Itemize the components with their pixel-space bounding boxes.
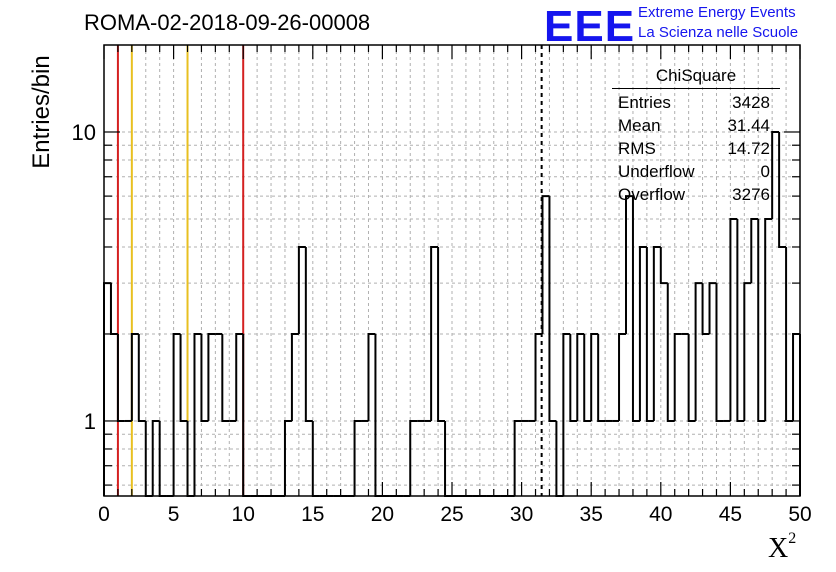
histogram-bin (694, 282, 703, 421)
histogram-bin (548, 196, 557, 422)
histogram-bin (437, 246, 446, 422)
histogram-bin (562, 332, 571, 496)
histogram-bin (729, 217, 738, 421)
histogram-bin (701, 283, 710, 335)
stats-label: Mean (618, 116, 661, 135)
stats-label: Underflow (618, 162, 695, 181)
stats-label: Overflow (618, 185, 686, 204)
x-axis-label-sup: 2 (788, 529, 797, 547)
histogram-bin (645, 246, 654, 422)
histogram-bin (673, 332, 682, 421)
stats-label: RMS (618, 139, 656, 158)
stats-title: ChiSquare (612, 66, 780, 89)
logo-line-1: Extreme Energy Events (638, 4, 796, 21)
stats-row-overflow: Overflow 3276 (612, 183, 780, 206)
histogram-bin (638, 245, 647, 421)
stats-box: ChiSquare Entries 3428 Mean 31.44 RMS 14.72… (612, 66, 780, 206)
stats-value: 31.44 (727, 116, 770, 135)
x-axis-label: X2 (768, 529, 797, 565)
y-tick-label: 1 (84, 409, 96, 434)
x-tick-label: 20 (371, 503, 394, 526)
histogram-bin (130, 332, 139, 421)
x-axis-label-text: X (768, 533, 789, 564)
stats-value: 14.72 (727, 139, 770, 158)
histogram-bin (207, 332, 216, 421)
x-tick-label: 40 (649, 503, 672, 526)
histogram-bin (534, 332, 543, 421)
x-tick-label: 0 (98, 503, 110, 526)
histogram-bin (137, 333, 146, 422)
stats-row-mean: Mean 31.44 (612, 114, 780, 137)
histogram-bin (597, 333, 606, 422)
histogram-bin (541, 195, 550, 334)
histogram-bin (367, 332, 376, 421)
x-tick-label: 35 (580, 503, 603, 526)
x-tick-label: 50 (788, 503, 811, 526)
histogram-bin (666, 283, 675, 422)
histogram-bin (576, 332, 585, 421)
histogram-bin (631, 196, 640, 422)
x-tick-label: 5 (168, 503, 180, 526)
stats-row-rms: RMS 14.72 (612, 137, 780, 160)
y-axis-label: Entries/bin (28, 55, 55, 169)
logo-line-2: La Scienza nelle Scuole (638, 24, 799, 41)
stats-row-underflow: Underflow 0 (612, 160, 780, 183)
histogram-bin (221, 333, 230, 422)
x-tick-label: 45 (719, 503, 742, 526)
y-tick-label: 10 (72, 120, 96, 145)
histogram-bin (625, 195, 633, 334)
histogram-bin (743, 282, 752, 421)
histogram-bin (235, 332, 244, 421)
histogram-bin (687, 333, 696, 422)
histogram-bin (708, 282, 717, 334)
histogram-bin (172, 332, 181, 496)
histogram-bin (304, 246, 313, 422)
histogram-bin (652, 245, 661, 421)
histogram-bin (715, 283, 724, 422)
histogram-bin (569, 333, 578, 422)
histogram-bin (778, 131, 787, 248)
histogram-bin (590, 332, 599, 421)
histogram-bin (750, 217, 759, 284)
histogram-bin (513, 419, 522, 496)
x-tick-label: 30 (510, 503, 533, 526)
x-tick-label: 25 (440, 503, 463, 526)
histogram-bin (290, 332, 299, 421)
histogram-bin (179, 333, 188, 422)
histogram-bin (409, 419, 418, 496)
histogram-bin (430, 245, 439, 421)
x-tick-label: 10 (232, 503, 255, 526)
stats-value: 3276 (732, 185, 770, 204)
stats-value: 3428 (732, 93, 770, 112)
histogram-bin (353, 419, 362, 496)
histogram-bin (771, 130, 780, 219)
histogram-bin (618, 332, 626, 421)
histogram-bin (757, 218, 766, 422)
eee-logo: EEE (544, 2, 636, 51)
histogram-bin (736, 218, 745, 422)
histogram-bin (283, 419, 292, 496)
stats-row-entries: Entries 3428 (612, 91, 780, 114)
run-title: ROMA-02-2018-09-26-00008 (84, 10, 371, 35)
histogram-bin (297, 245, 306, 334)
histogram-bin (764, 217, 773, 421)
histogram-bin (583, 333, 592, 422)
histogram-bin (659, 246, 668, 285)
histogram-bin (193, 332, 202, 496)
stats-label: Entries (618, 93, 671, 112)
stats-value: 0 (760, 162, 770, 181)
histogram-bin (200, 333, 209, 422)
histogram-bin (151, 419, 160, 496)
x-tick-label: 15 (301, 503, 324, 526)
